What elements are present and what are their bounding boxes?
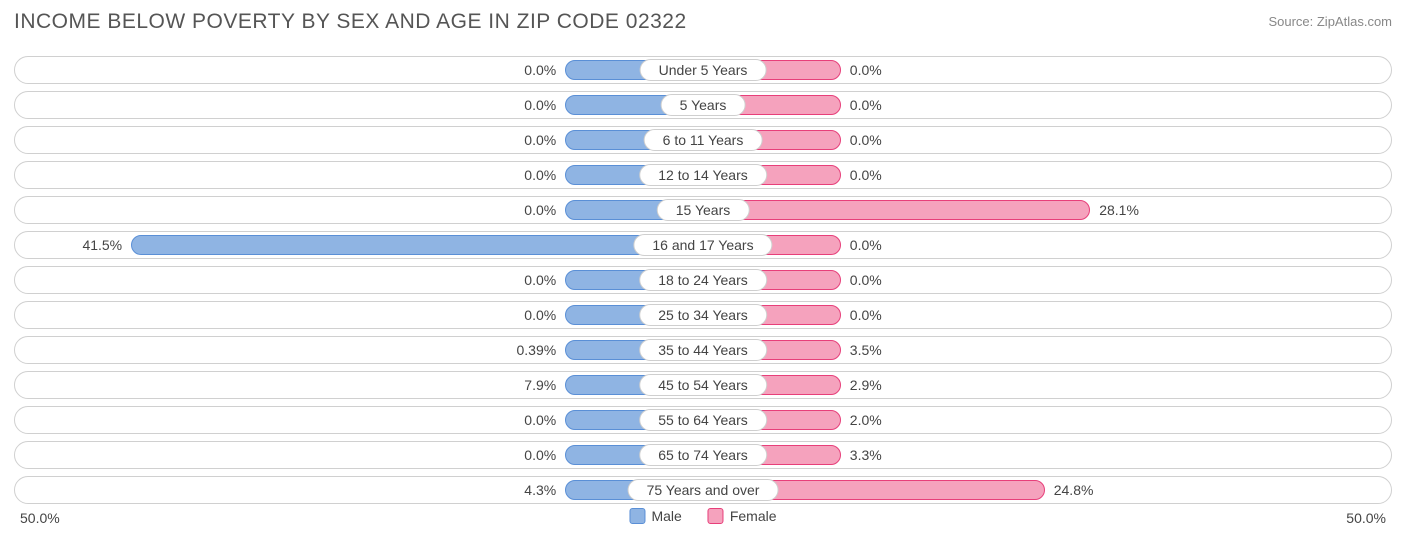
male-value-label: 0.0% — [524, 132, 556, 148]
legend-male: Male — [629, 508, 681, 524]
female-value-label: 0.0% — [850, 272, 882, 288]
chart-row: 12 to 14 Years 0.0% 0.0% — [14, 161, 1392, 189]
female-value-label: 2.0% — [850, 412, 882, 428]
chart-row: 15 Years 0.0% 28.1% — [14, 196, 1392, 224]
chart-row: 55 to 64 Years 0.0% 2.0% — [14, 406, 1392, 434]
legend-female: Female — [708, 508, 777, 524]
category-label: Under 5 Years — [640, 59, 767, 81]
category-label: 25 to 34 Years — [639, 304, 767, 326]
male-value-label: 0.0% — [524, 167, 556, 183]
category-label: 45 to 54 Years — [639, 374, 767, 396]
female-value-label: 3.3% — [850, 447, 882, 463]
axis-left-label: 50.0% — [20, 510, 60, 526]
chart-row: 35 to 44 Years 0.39% 3.5% — [14, 336, 1392, 364]
legend: Male Female — [629, 508, 776, 524]
female-value-label: 3.5% — [850, 342, 882, 358]
category-label: 5 Years — [661, 94, 746, 116]
chart-row: 25 to 34 Years 0.0% 0.0% — [14, 301, 1392, 329]
female-value-label: 0.0% — [850, 237, 882, 253]
category-label: 75 Years and over — [628, 479, 779, 501]
chart-row: 5 Years 0.0% 0.0% — [14, 91, 1392, 119]
female-value-label: 2.9% — [850, 377, 882, 393]
category-label: 15 Years — [657, 199, 750, 221]
male-value-label: 0.0% — [524, 97, 556, 113]
female-value-label: 0.0% — [850, 307, 882, 323]
category-label: 6 to 11 Years — [644, 129, 763, 151]
legend-female-label: Female — [730, 508, 777, 524]
female-value-label: 28.1% — [1099, 202, 1139, 218]
female-bar — [703, 200, 1090, 220]
category-label: 16 and 17 Years — [633, 234, 772, 256]
category-label: 35 to 44 Years — [639, 339, 767, 361]
male-value-label: 0.0% — [524, 202, 556, 218]
male-value-label: 7.9% — [524, 377, 556, 393]
category-label: 55 to 64 Years — [639, 409, 767, 431]
male-value-label: 0.0% — [524, 272, 556, 288]
category-label: 65 to 74 Years — [639, 444, 767, 466]
female-value-label: 0.0% — [850, 97, 882, 113]
diverging-bar-chart: Under 5 Years0.0%0.0%5 Years0.0%0.0%6 to… — [14, 56, 1392, 511]
legend-swatch-male — [629, 508, 645, 524]
category-label: 18 to 24 Years — [639, 269, 767, 291]
chart-title: INCOME BELOW POVERTY BY SEX AND AGE IN Z… — [14, 10, 687, 34]
chart-row: 45 to 54 Years 7.9% 2.9% — [14, 371, 1392, 399]
female-value-label: 0.0% — [850, 132, 882, 148]
female-value-label: 0.0% — [850, 167, 882, 183]
male-value-label: 0.0% — [524, 412, 556, 428]
male-value-label: 4.3% — [524, 482, 556, 498]
male-value-label: 0.0% — [524, 62, 556, 78]
axis-right-label: 50.0% — [1346, 510, 1386, 526]
female-value-label: 0.0% — [850, 62, 882, 78]
chart-row: 65 to 74 Years 0.0% 3.3% — [14, 441, 1392, 469]
male-value-label: 41.5% — [82, 237, 122, 253]
female-value-label: 24.8% — [1054, 482, 1094, 498]
chart-row: Under 5 Years 0.0% 0.0% — [14, 56, 1392, 84]
male-value-label: 0.0% — [524, 447, 556, 463]
chart-row: 18 to 24 Years 0.0% 0.0% — [14, 266, 1392, 294]
male-bar — [131, 235, 703, 255]
chart-row: 16 and 17 Years 41.5% 0.0% — [14, 231, 1392, 259]
male-value-label: 0.39% — [517, 342, 557, 358]
legend-swatch-female — [708, 508, 724, 524]
chart-row: 6 to 11 Years 0.0% 0.0% — [14, 126, 1392, 154]
chart-row: 75 Years and over 4.3% 24.8% — [14, 476, 1392, 504]
category-label: 12 to 14 Years — [639, 164, 767, 186]
legend-male-label: Male — [651, 508, 681, 524]
male-value-label: 0.0% — [524, 307, 556, 323]
source-attribution: Source: ZipAtlas.com — [1268, 14, 1392, 29]
